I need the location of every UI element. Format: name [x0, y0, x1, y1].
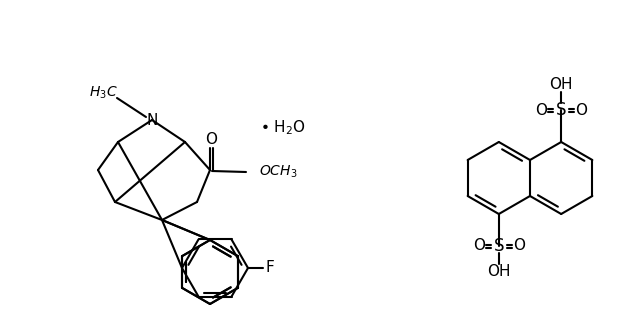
Text: S: S — [556, 101, 566, 119]
Text: $OCH_3$: $OCH_3$ — [259, 164, 298, 180]
Text: $H_3C$: $H_3C$ — [89, 85, 117, 101]
Text: • H$_2$O: • H$_2$O — [260, 119, 306, 137]
Text: OH: OH — [549, 76, 573, 92]
Text: OH: OH — [487, 265, 511, 280]
Text: O: O — [575, 103, 587, 118]
Text: N: N — [147, 113, 157, 127]
Text: O: O — [535, 103, 547, 118]
Text: O: O — [473, 238, 485, 254]
Text: S: S — [493, 237, 504, 255]
Text: O: O — [205, 131, 217, 146]
Text: F: F — [266, 261, 275, 276]
Text: O: O — [513, 238, 525, 254]
